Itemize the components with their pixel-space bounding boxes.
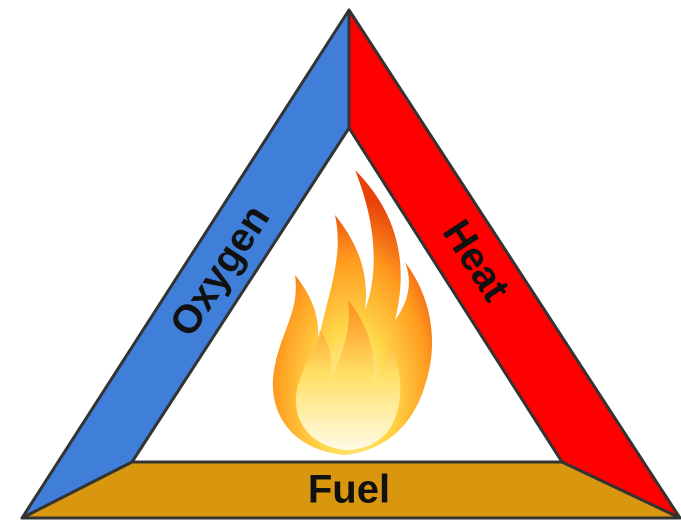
fire-triangle: Oxygen Heat Fuel (0, 0, 681, 524)
fuel-label: Fuel (308, 468, 390, 512)
page: Oxygen Heat Fuel (() => { const data = J… (0, 0, 681, 524)
